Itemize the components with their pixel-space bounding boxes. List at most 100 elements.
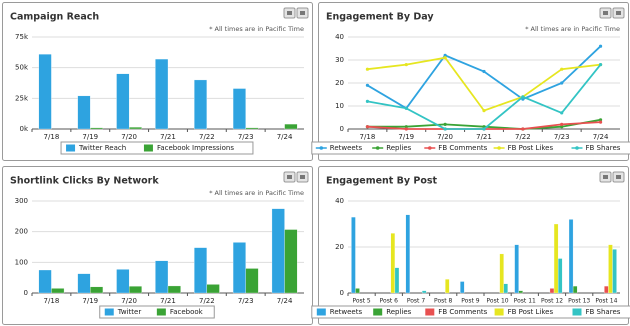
legend-label: FB Post Likes (508, 144, 554, 152)
legend-label: FB Post Likes (508, 308, 554, 316)
y-tick-label: 0k (19, 125, 28, 133)
x-tick-label: 7/24 (277, 297, 293, 305)
marker (560, 81, 564, 85)
bar (167, 285, 181, 294)
x-tick-label: Post 14 (595, 298, 617, 305)
y-tick-label: 30 (335, 56, 344, 64)
chart-title: Engagement By Post (326, 176, 438, 187)
x-tick-label: 7/23 (238, 297, 254, 305)
x-tick-label: 7/18 (360, 133, 376, 141)
y-tick-label: 75k (15, 33, 29, 41)
x-tick-label: Post 5 (352, 298, 370, 305)
chart-title: Campaign Reach (10, 12, 99, 23)
chart-title: Engagement By Day (326, 12, 434, 23)
y-tick-label: 25k (15, 94, 29, 102)
y-tick-label: 100 (15, 258, 28, 266)
bar (390, 233, 396, 294)
bar (604, 285, 609, 294)
button-icon (300, 11, 305, 15)
bar (612, 249, 617, 294)
y-tick-label: 0 (24, 289, 28, 297)
bar (77, 273, 91, 294)
legend-swatch (104, 308, 114, 316)
bar (284, 229, 298, 294)
marker (598, 118, 603, 122)
marker (365, 83, 370, 87)
legend-swatch (143, 144, 153, 152)
marker (560, 122, 564, 126)
bar (51, 288, 65, 294)
x-tick-label: 7/22 (515, 133, 531, 141)
legend-swatch (572, 308, 582, 316)
bar (460, 281, 465, 294)
marker (404, 125, 408, 129)
x-tick-label: Post 7 (407, 298, 425, 305)
marker (521, 127, 525, 131)
bar (90, 286, 104, 294)
legend-box (311, 141, 630, 155)
bar (284, 123, 298, 130)
annotation: * All times are in Pacific Time (209, 189, 304, 197)
bar (116, 73, 130, 130)
bar (608, 244, 613, 294)
x-tick-label: 7/20 (437, 133, 453, 141)
x-tick-label: 7/22 (199, 297, 215, 305)
marker (482, 69, 486, 74)
bar (518, 290, 523, 294)
button-icon (603, 175, 608, 179)
marker (443, 53, 447, 58)
annotation: * All times are in Pacific Time (525, 25, 620, 33)
bar (445, 279, 450, 294)
bar (572, 285, 578, 294)
bar (514, 244, 519, 294)
marker (598, 120, 603, 124)
legend-swatch (316, 308, 326, 316)
bar (38, 269, 52, 294)
marker (482, 109, 486, 113)
x-tick-label: 7/19 (82, 297, 98, 305)
chart-title: Shortlink Clicks By Network (10, 176, 159, 187)
legend-marker (575, 146, 579, 150)
legend-label: FB Shares (586, 308, 621, 316)
bar (405, 214, 411, 294)
button-icon (300, 175, 305, 179)
x-tick-label: 7/20 (121, 297, 137, 305)
bar (155, 260, 169, 294)
legend-label: FB Shares (586, 144, 621, 152)
legend-label: Twitter (117, 308, 142, 316)
marker (443, 122, 447, 126)
x-tick-label: 7/18 (44, 133, 60, 141)
bar (351, 216, 356, 294)
bar (245, 268, 259, 294)
panel (318, 2, 629, 161)
bar (245, 127, 259, 130)
bar (568, 219, 574, 294)
x-tick-label: 7/24 (593, 133, 609, 141)
x-tick-label: Post 13 (568, 298, 590, 305)
x-tick-label: 7/21 (160, 297, 176, 305)
x-tick-label: 7/19 (82, 133, 98, 141)
marker (598, 63, 603, 67)
bar (206, 284, 220, 294)
marker (521, 95, 525, 99)
y-tick-label: 40 (335, 197, 344, 205)
button-icon (616, 175, 621, 179)
legend-swatch (373, 308, 383, 316)
y-tick-label: 0 (340, 125, 344, 133)
marker (404, 106, 408, 110)
marker (560, 111, 564, 115)
y-tick-label: 20 (335, 79, 344, 87)
legend-label: Facebook Impressions (157, 144, 234, 152)
legend-label: FB Comments (438, 144, 487, 152)
marker (443, 127, 447, 131)
x-tick-label: Post 12 (541, 298, 563, 305)
bar (128, 286, 142, 294)
marker (365, 67, 370, 71)
button-icon (287, 175, 292, 179)
legend-label: Replies (386, 308, 411, 316)
legend-swatch (66, 144, 76, 152)
x-tick-label: 7/24 (277, 133, 293, 141)
bar (271, 208, 285, 294)
bar (421, 290, 427, 294)
legend-marker (375, 146, 380, 150)
